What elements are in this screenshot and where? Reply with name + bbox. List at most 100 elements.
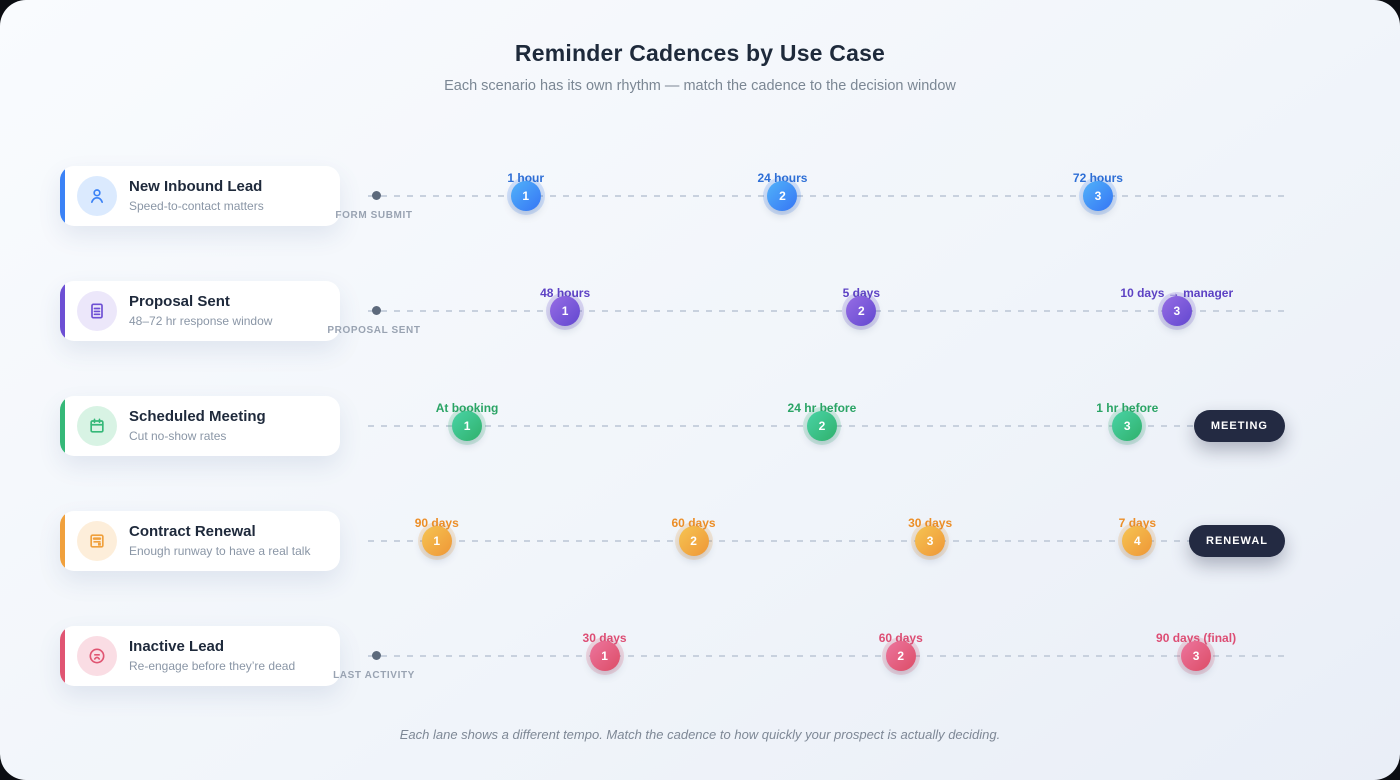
lanes: New Inbound Lead Speed-to-contact matter… xyxy=(0,138,1400,713)
marker-number: 2 xyxy=(842,291,881,330)
marker-number: 1 xyxy=(546,291,585,330)
marker-time-label: 24 hr before xyxy=(787,400,857,415)
start-dot xyxy=(372,651,381,660)
timeline-track xyxy=(368,539,1193,542)
lane-title: Proposal Sent xyxy=(129,293,230,310)
lane-accent-bar xyxy=(60,165,65,226)
marker-time-label: 30 days xyxy=(582,630,627,645)
marker-time-label: 1 hr before xyxy=(1096,400,1159,415)
calendar-icon xyxy=(77,405,117,446)
marker-time-label: 24 hours xyxy=(757,170,808,185)
reminder-marker: 90 days (final) 3 xyxy=(1156,631,1236,675)
lane-contract-renewal: Contract Renewal Enough runway to have a… xyxy=(0,483,1400,598)
timeline-track xyxy=(368,194,1285,197)
lane-title: New Inbound Lead xyxy=(129,178,263,195)
start-dot xyxy=(372,191,381,200)
timeline: 90 days 1 60 days 2 30 days 3 7 days 4 R… xyxy=(368,483,1285,598)
timeline: LAST ACTIVITY 30 days 1 60 days 2 90 day… xyxy=(333,598,1285,713)
marker-time-label: 5 days xyxy=(842,285,881,300)
contract-icon xyxy=(77,520,117,561)
lane-card: Proposal Sent 48–72 hr response window xyxy=(60,280,340,341)
lane-card: Contract Renewal Enough runway to have a… xyxy=(60,510,340,571)
lane-card: Inactive Lead Re-engage before they’re d… xyxy=(60,625,340,686)
reminder-marker: 30 days 1 xyxy=(583,631,627,675)
lane-subtitle: Speed-to-contact matters xyxy=(129,199,264,213)
lane-subtitle: Re-engage before they’re dead xyxy=(129,659,296,673)
reminder-marker: 24 hr before 2 xyxy=(788,401,856,445)
marker-number: 1 xyxy=(448,406,487,445)
reminder-marker: 60 days 2 xyxy=(672,516,716,560)
start-label: LAST ACTIVITY xyxy=(333,669,415,681)
marker-number: 2 xyxy=(674,521,713,560)
reminder-marker: 5 days 2 xyxy=(842,286,881,330)
lane-scheduled-meeting: Scheduled Meeting Cut no-show rates At b… xyxy=(0,368,1400,483)
reminder-marker: 1 hour 1 xyxy=(506,171,545,215)
marker-number: 3 xyxy=(1157,291,1196,330)
marker-number: 3 xyxy=(1108,406,1147,445)
reminder-marker: 30 days 3 xyxy=(908,516,952,560)
lane-accent-bar xyxy=(60,280,65,341)
marker-time-label: 60 days xyxy=(671,515,716,530)
marker-time-label: 72 hours xyxy=(1072,170,1123,185)
marker-time-label: 60 days xyxy=(878,630,923,645)
lane-card-text: New Inbound Lead Speed-to-contact matter… xyxy=(129,178,264,213)
timeline-track xyxy=(368,654,1285,657)
page-title: Reminder Cadences by Use Case xyxy=(514,40,886,66)
reminder-marker: 7 days 4 xyxy=(1118,516,1157,560)
reminder-marker: 1 hr before 3 xyxy=(1096,401,1158,445)
marker-number: 1 xyxy=(506,176,545,215)
timeline-track xyxy=(368,424,1193,427)
reminder-marker: 48 hours 1 xyxy=(540,286,590,330)
end-event-badge: RENEWAL xyxy=(1189,524,1285,557)
reminder-marker: At booking 1 xyxy=(436,401,498,445)
footer-note: Each lane shows a different tempo. Match… xyxy=(399,727,1001,742)
lane-accent-bar xyxy=(60,625,65,686)
lane-inactive-lead: Inactive Lead Re-engage before they’re d… xyxy=(0,598,1400,713)
marker-number: 1 xyxy=(417,521,456,560)
lane-card-text: Contract Renewal Enough runway to have a… xyxy=(129,523,310,558)
end-event-badge: MEETING xyxy=(1193,409,1285,442)
frown-icon xyxy=(77,635,117,676)
lane-title: Scheduled Meeting xyxy=(129,408,266,425)
reminder-marker: 60 days 2 xyxy=(879,631,923,675)
lane-new-inbound-lead: New Inbound Lead Speed-to-contact matter… xyxy=(0,138,1400,253)
reminder-marker: 24 hours 2 xyxy=(757,171,807,215)
marker-time-label: 48 hours xyxy=(540,285,591,300)
marker-time-label: 7 days xyxy=(1118,515,1157,530)
marker-time-label: 10 days → manager xyxy=(1120,285,1234,300)
timeline: FORM SUBMIT 1 hour 1 24 hours 2 72 hours… xyxy=(335,138,1285,253)
marker-number: 3 xyxy=(1177,636,1216,675)
marker-number: 2 xyxy=(802,406,841,445)
header: Reminder Cadences by Use Case Each scena… xyxy=(0,0,1400,94)
document-icon xyxy=(77,290,117,331)
marker-number: 4 xyxy=(1118,521,1157,560)
lane-accent-bar xyxy=(60,510,65,571)
lane-subtitle: Cut no-show rates xyxy=(129,429,227,443)
lane-card: New Inbound Lead Speed-to-contact matter… xyxy=(60,165,340,226)
page-subtitle: Each scenario has its own rhythm — match… xyxy=(444,78,956,94)
lane-card-text: Inactive Lead Re-engage before they’re d… xyxy=(129,638,295,673)
marker-time-label: 90 days (final) xyxy=(1156,630,1237,645)
reminder-marker: 10 days → manager 3 xyxy=(1120,286,1233,330)
lane-title: Contract Renewal xyxy=(129,523,256,540)
marker-time-label: 30 days xyxy=(908,515,953,530)
marker-time-label: 1 hour xyxy=(507,170,545,185)
marker-number: 3 xyxy=(1078,176,1117,215)
lane-subtitle: Enough runway to have a real talk xyxy=(129,544,311,558)
lane-proposal-sent: Proposal Sent 48–72 hr response window P… xyxy=(0,253,1400,368)
lane-title: Inactive Lead xyxy=(129,638,225,655)
marker-time-label: 90 days xyxy=(414,515,459,530)
marker-number: 1 xyxy=(585,636,624,675)
timeline-track xyxy=(368,309,1285,312)
start-dot xyxy=(372,306,381,315)
reminder-marker: 72 hours 3 xyxy=(1073,171,1123,215)
lane-card-text: Proposal Sent 48–72 hr response window xyxy=(129,293,272,328)
reminder-marker: 90 days 1 xyxy=(415,516,459,560)
lane-card-text: Scheduled Meeting Cut no-show rates xyxy=(129,408,266,443)
timeline: PROPOSAL SENT 48 hours 1 5 days 2 10 day… xyxy=(327,253,1285,368)
start-label: FORM SUBMIT xyxy=(335,209,413,221)
lane-accent-bar xyxy=(60,395,65,456)
marker-number: 2 xyxy=(763,176,802,215)
lane-subtitle: 48–72 hr response window xyxy=(129,314,273,328)
